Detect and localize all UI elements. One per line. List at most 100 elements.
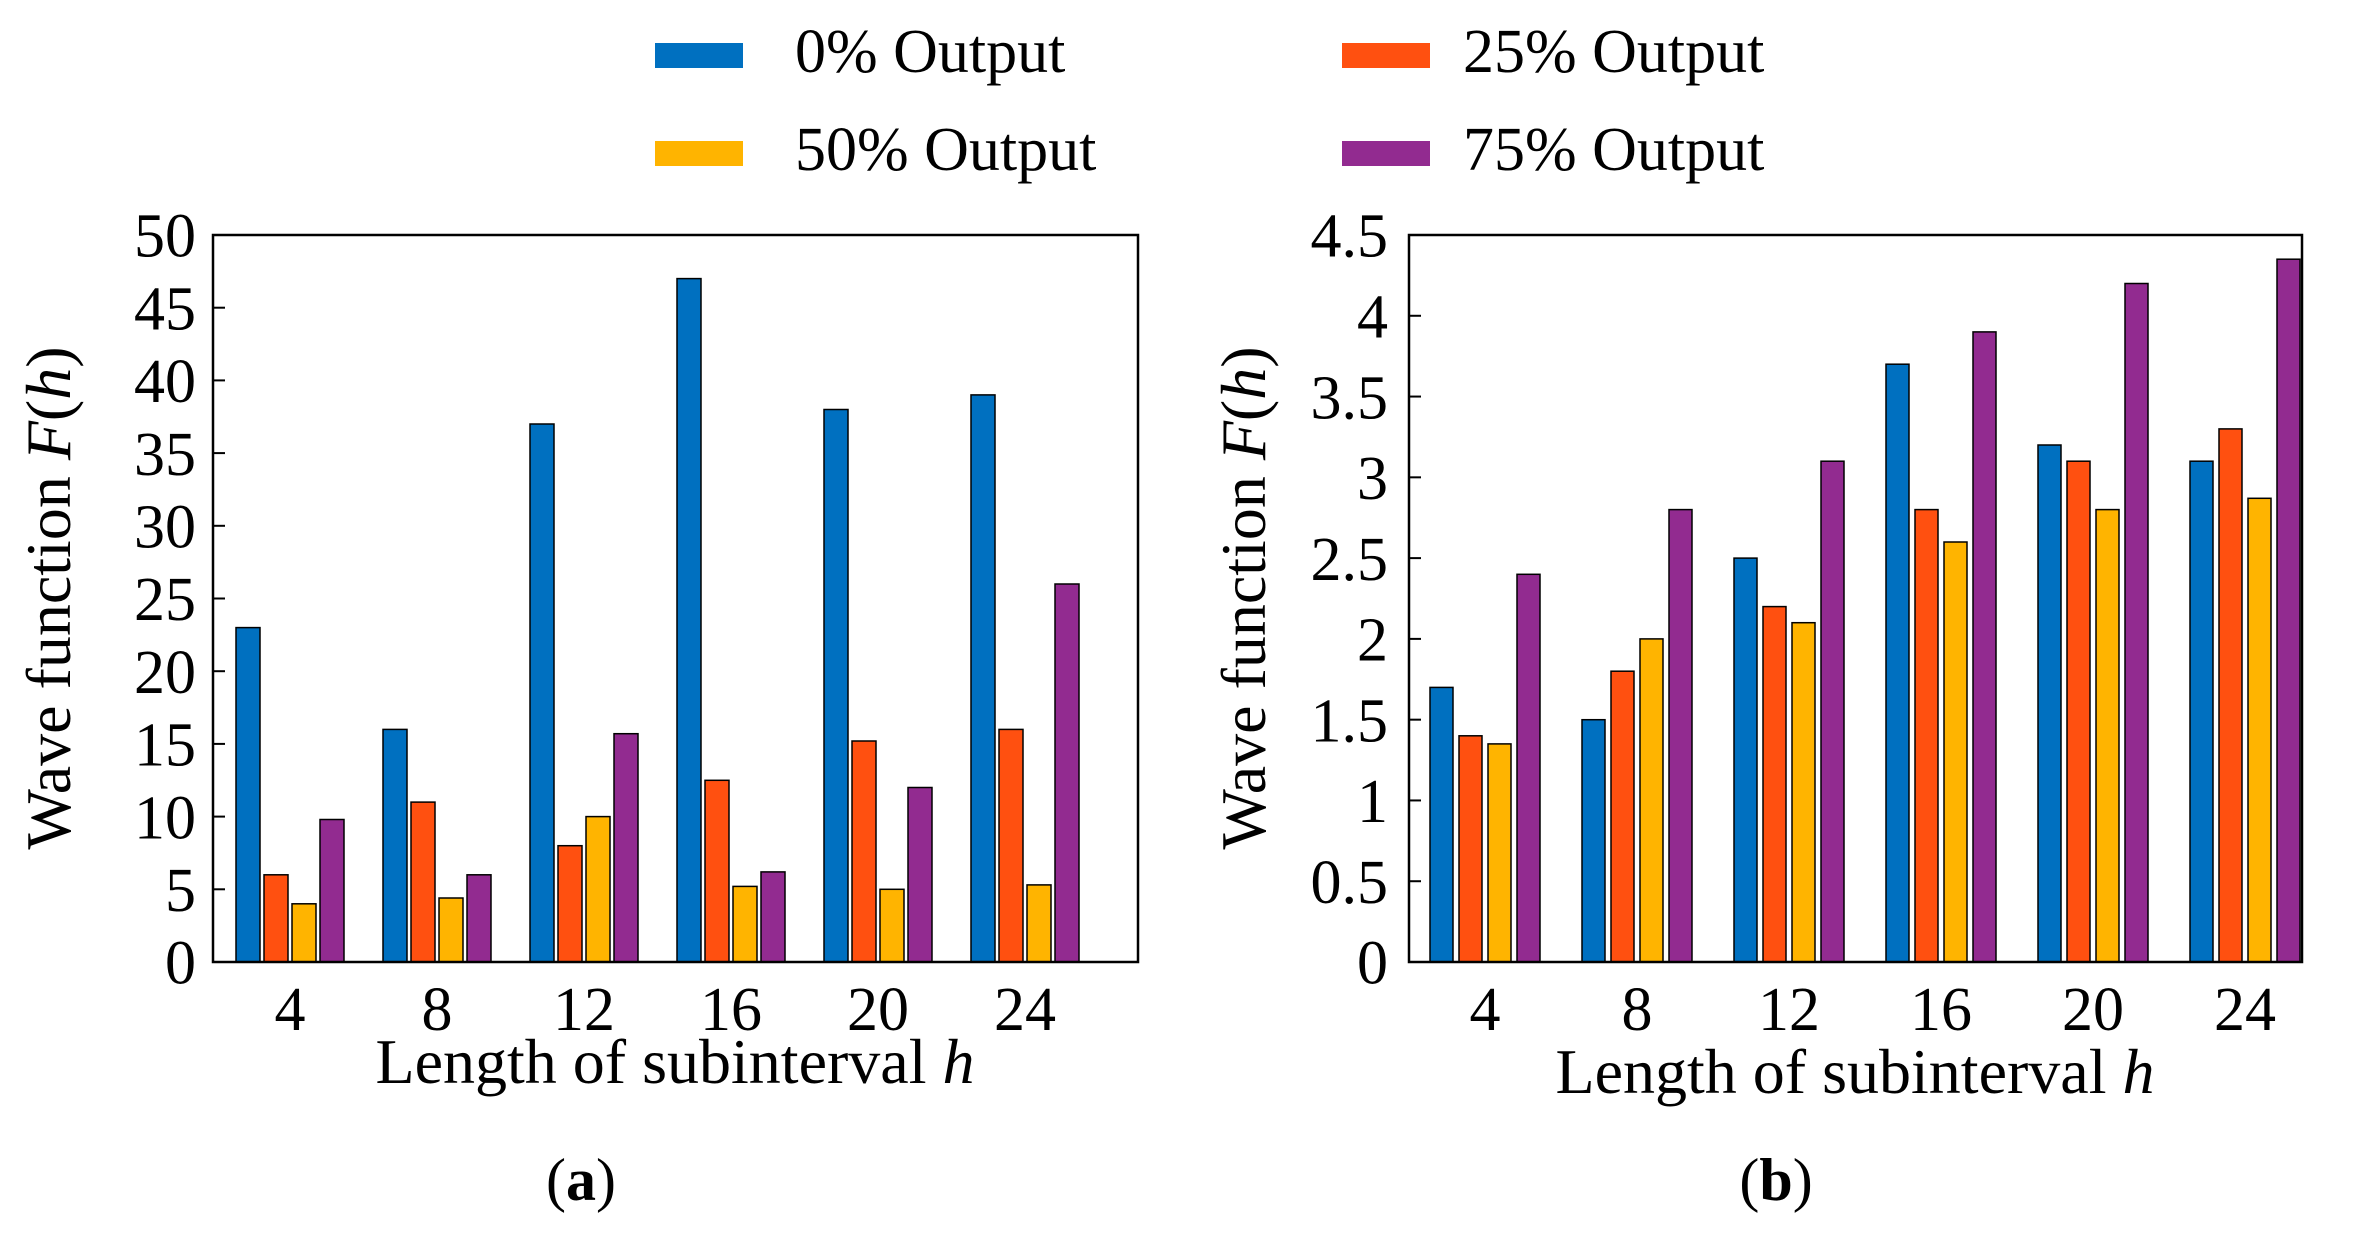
y-tick-label-a-5: 25 [134, 566, 196, 634]
y-tick-label-b-8: 4 [1357, 283, 1388, 351]
bar-b-12-series-1 [1762, 605, 1787, 963]
bar-b-4-series-1 [1458, 735, 1483, 963]
x-tick-label-b-0: 4 [1470, 976, 1501, 1044]
y-axis-label-b-arg: h [1208, 368, 1279, 400]
legend-swatch-3 [1342, 141, 1430, 166]
bar-a-24-series-2 [1026, 884, 1052, 963]
x-tick-label-b-5: 24 [2214, 976, 2276, 1044]
y-axis-label-a: Wave function F(h) [13, 346, 84, 849]
y-tick-label-a-6: 30 [134, 494, 196, 562]
panel-label-a-close: ) [596, 1147, 616, 1213]
bar-a-12-series-3 [613, 732, 639, 963]
bars-b [1429, 258, 2301, 963]
bar-a-16-series-2 [732, 885, 758, 963]
x-tick-label-b-2: 12 [1758, 976, 1820, 1044]
bar-b-20-series-0 [2037, 444, 2062, 963]
bar-b-12-series-2 [1791, 621, 1816, 963]
bar-b-20-series-2 [2095, 508, 2120, 963]
legend-swatch-0 [655, 43, 743, 68]
bar-b-24-series-2 [2247, 497, 2272, 963]
bar-b-4-series-0 [1429, 686, 1454, 963]
panel-label-a-letter: a [566, 1147, 596, 1213]
x-tick-label-a-3: 16 [700, 976, 762, 1044]
legend-label-2: 50% Output [795, 116, 1096, 184]
x-tick-labels-a: 4 8 12 16 20 24 [275, 976, 1057, 1044]
panel-label-b-open: ( [1739, 1147, 1759, 1213]
y-tick-label-a-7: 35 [134, 421, 196, 489]
y-axis-label-a-var: F [13, 420, 84, 461]
bar-a-8-series-2 [438, 897, 464, 963]
y-axis-label-a-open: ( [13, 400, 84, 421]
bar-b-20-series-1 [2066, 460, 2091, 963]
legend-swatch-2 [655, 141, 743, 166]
bar-a-12-series-1 [557, 844, 583, 963]
bar-b-24-series-3 [2276, 258, 2301, 963]
x-axis-label-a-text: Length of subinterval [376, 1026, 943, 1097]
y-tick-label-a-8: 40 [134, 348, 196, 416]
bar-a-4-series-2 [291, 903, 317, 963]
y-tick-label-b-2: 1 [1357, 768, 1388, 836]
y-tick-label-b-7: 3.5 [1311, 364, 1389, 432]
bar-a-12-series-0 [529, 423, 555, 963]
bar-b-16-series-2 [1943, 541, 1968, 963]
panel-label-a-open: ( [546, 1147, 566, 1213]
legend-swatch-1 [1342, 43, 1430, 68]
bar-b-16-series-0 [1885, 363, 1910, 963]
y-axis-label-b-var: F [1208, 420, 1279, 461]
bar-b-12-series-3 [1820, 460, 1845, 963]
y-tick-label-a-10: 50 [134, 203, 196, 271]
y-axis-label-a-close: ) [13, 346, 84, 367]
bar-b-12-series-0 [1733, 557, 1758, 963]
bar-a-8-series-0 [382, 728, 408, 963]
y-tick-label-a-3: 15 [134, 712, 196, 780]
y-tick-label-b-3: 1.5 [1311, 687, 1389, 755]
y-tick-label-b-6: 3 [1357, 445, 1388, 513]
x-axis-label-b-var: h [2122, 1036, 2154, 1107]
y-tick-label-b-9: 4.5 [1311, 203, 1389, 271]
x-axis-label-a-var: h [942, 1026, 974, 1097]
y-tick-label-b-4: 2 [1357, 607, 1388, 675]
x-tick-label-b-3: 16 [1910, 976, 1972, 1044]
bar-a-8-series-1 [410, 801, 436, 963]
bar-a-24-series-0 [970, 394, 996, 963]
panel-label-a: (a) [546, 1147, 616, 1213]
x-axis-label-b-text: Length of subinterval [1556, 1036, 2123, 1107]
y-tick-label-b-1: 0.5 [1311, 849, 1389, 917]
x-tick-label-a-4: 20 [847, 976, 909, 1044]
legend-label-1: 25% Output [1463, 18, 1764, 86]
bars-a [235, 277, 1080, 963]
bar-b-8-series-2 [1639, 638, 1664, 963]
bar-a-4-series-1 [263, 874, 289, 963]
bar-b-8-series-1 [1610, 670, 1635, 963]
legend: 0% Output 25% Output 50% Output 75% Outp… [655, 18, 1764, 184]
bar-a-24-series-1 [998, 728, 1024, 963]
x-tick-label-b-4: 20 [2062, 976, 2124, 1044]
y-axis-label-a-arg: h [13, 368, 84, 400]
plot-frame-b [1407, 233, 2304, 964]
chart-panel-b: 0 0.5 1 1.5 2 2.5 3 3.5 4 4.5 4 8 12 16 20 24 Wave fun… [1208, 203, 2304, 1213]
y-axis-label-a-text: Wave function [13, 460, 84, 849]
y-tick-label-a-4: 20 [134, 639, 196, 707]
bar-a-12-series-2 [585, 815, 611, 963]
bar-b-16-series-3 [1972, 331, 1997, 963]
x-tick-labels-b: 4 8 12 16 20 24 [1470, 976, 2277, 1044]
bar-b-20-series-3 [2124, 282, 2149, 963]
legend-label-3: 75% Output [1463, 116, 1764, 184]
x-tick-label-a-1: 8 [422, 976, 453, 1044]
panel-label-b-close: ) [1793, 1147, 1813, 1213]
bar-b-24-series-0 [2189, 460, 2214, 963]
bar-a-16-series-1 [704, 779, 730, 963]
bar-b-4-series-2 [1487, 743, 1512, 963]
y-tick-label-a-0: 0 [165, 930, 196, 998]
y-axis-label-b-open: ( [1208, 400, 1279, 421]
bar-b-8-series-0 [1581, 718, 1606, 963]
x-tick-label-b-1: 8 [1622, 976, 1653, 1044]
bar-b-16-series-1 [1914, 508, 1939, 963]
y-tick-label-a-9: 45 [134, 275, 196, 343]
x-tick-label-a-5: 24 [994, 976, 1056, 1044]
panel-label-b-letter: b [1759, 1147, 1792, 1213]
bar-a-16-series-0 [676, 277, 702, 963]
